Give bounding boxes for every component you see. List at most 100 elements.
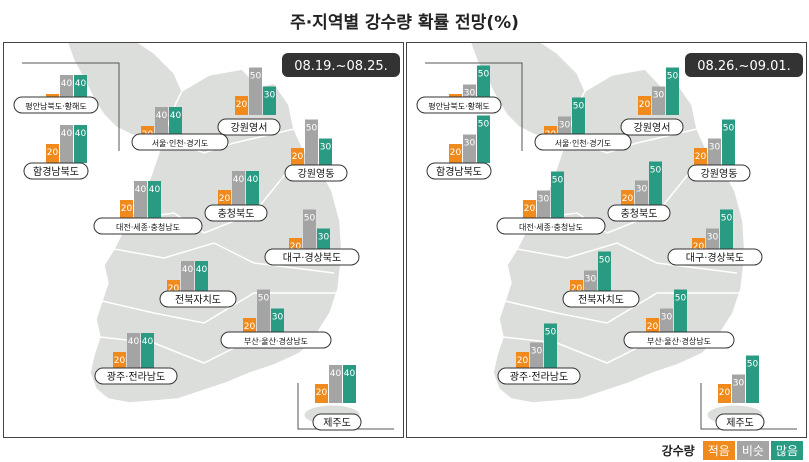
bar-mid	[303, 209, 316, 257]
bar-value-label: 30	[585, 275, 597, 285]
bar-mid	[652, 86, 665, 115]
region-name: 대구·경상북도	[686, 251, 744, 264]
bar-value-label: 30	[320, 143, 332, 153]
bar-high	[319, 138, 332, 167]
region-label: 대구·경상북도	[667, 248, 763, 266]
bar-value-label: 40	[142, 337, 154, 347]
region-group: 204040서울·인천·경기도	[131, 107, 229, 151]
region-label: 강원영서	[217, 118, 281, 136]
region-label: 강원영동	[687, 164, 751, 182]
bar-value-label: 20	[219, 194, 231, 204]
region-group: 203050평안남북도·황해도	[416, 65, 502, 114]
bar-low	[516, 352, 529, 371]
bar-value-label: 50	[552, 176, 564, 186]
bar-high	[195, 261, 208, 299]
bar-high	[477, 115, 490, 163]
bar-value-label: 50	[721, 214, 733, 224]
bar-value-label: 20	[236, 100, 248, 110]
legend-item-low: 적음	[702, 440, 735, 460]
bar-value-label: 40	[330, 369, 342, 379]
region-label: 강원영동	[284, 164, 348, 182]
bar-value-label: 20	[114, 356, 126, 366]
bar-high	[666, 67, 679, 115]
region-name: 제주도	[323, 417, 351, 429]
bar-low	[315, 384, 328, 403]
bar-value-label: 30	[709, 143, 721, 153]
legend-item-high: 많음	[770, 440, 803, 460]
bar-mid	[635, 180, 648, 209]
bar-value-label: 20	[244, 322, 256, 332]
bar-value-label: 40	[233, 175, 245, 185]
bar-low	[449, 144, 462, 163]
bar-value-label: 50	[478, 70, 490, 80]
region-name: 강원영동	[701, 168, 738, 180]
bar-mid	[305, 119, 318, 167]
bar-value-label: 30	[531, 347, 543, 357]
region-name: 강원영서	[634, 122, 671, 134]
bar-value-label: 20	[639, 100, 651, 110]
period-badge: 08.19.~08.25.	[282, 53, 400, 77]
region-name: 함경남북도	[33, 165, 79, 178]
bar-high	[674, 289, 687, 337]
bar-value-label: 20	[695, 152, 707, 162]
bar-value-label: 50	[545, 328, 557, 338]
region-label: 서울·인천·경기도	[131, 133, 229, 151]
bar-mid	[708, 138, 721, 167]
region-name: 부산·울산·경상남도	[244, 336, 308, 346]
region-name: 충청북도	[218, 208, 255, 220]
bar-mid	[181, 261, 194, 299]
bar-mid	[127, 333, 140, 371]
region-group: 203050서울·인천·경기도	[534, 97, 632, 151]
bar-high	[649, 161, 662, 209]
bar-value-label: 40	[247, 175, 259, 185]
region-name: 대전·세종·충청남도	[116, 222, 180, 232]
region-name: 함경남북도	[436, 165, 482, 178]
bar-low	[46, 144, 59, 163]
region-group: 204040평안남북도·황해도	[13, 75, 99, 114]
forecast-panel-week1: 08.19.~08.25.204040평안남북도·황해도204040함경남북도2…	[3, 42, 404, 438]
bar-value-label: 30	[464, 139, 476, 149]
period-label: 08.26.~09.01.	[697, 59, 791, 74]
bar-value-label: 50	[250, 72, 262, 82]
bar-mid	[732, 374, 745, 403]
bar-mid	[537, 190, 550, 219]
bar-value-label: 20	[168, 284, 180, 294]
bar-low	[235, 96, 248, 115]
bar-value-label: 50	[478, 120, 490, 130]
region-label: 강원영서	[620, 118, 684, 136]
bar-low	[718, 384, 731, 403]
bar-value-label: 40	[75, 129, 87, 139]
bar-value-label: 40	[156, 111, 168, 121]
bar-low	[523, 200, 536, 219]
region-label: 대전·세종·충청남도	[93, 217, 203, 235]
legend-title: 강수량	[661, 443, 695, 458]
region-label: 광주·전라남도	[94, 367, 178, 385]
bar-value-label: 40	[128, 337, 140, 347]
bar-value-label: 40	[75, 79, 87, 89]
bar-low	[218, 190, 231, 209]
bar-value-label: 30	[318, 233, 330, 243]
bar-high	[343, 365, 356, 403]
bar-value-label: 30	[653, 91, 665, 101]
region-name: 제주도	[726, 417, 754, 429]
region-name: 대전·세종·충청남도	[519, 222, 583, 232]
region-label: 대전·세종·충청남도	[496, 217, 606, 235]
bar-value-label: 40	[135, 185, 147, 195]
bar-high	[544, 323, 557, 371]
forecast-map-chart: 08.19.~08.25.204040평안남북도·황해도204040함경남북도2…	[13, 43, 400, 431]
bar-high	[551, 171, 564, 219]
region-name: 전북자치도	[578, 294, 624, 306]
page-title: 주·지역별 강수량 확률 전망(%)	[290, 13, 519, 33]
bar-value-label: 50	[304, 214, 316, 224]
bar-value-label: 40	[182, 265, 194, 275]
bar-value-label: 50	[667, 72, 679, 82]
